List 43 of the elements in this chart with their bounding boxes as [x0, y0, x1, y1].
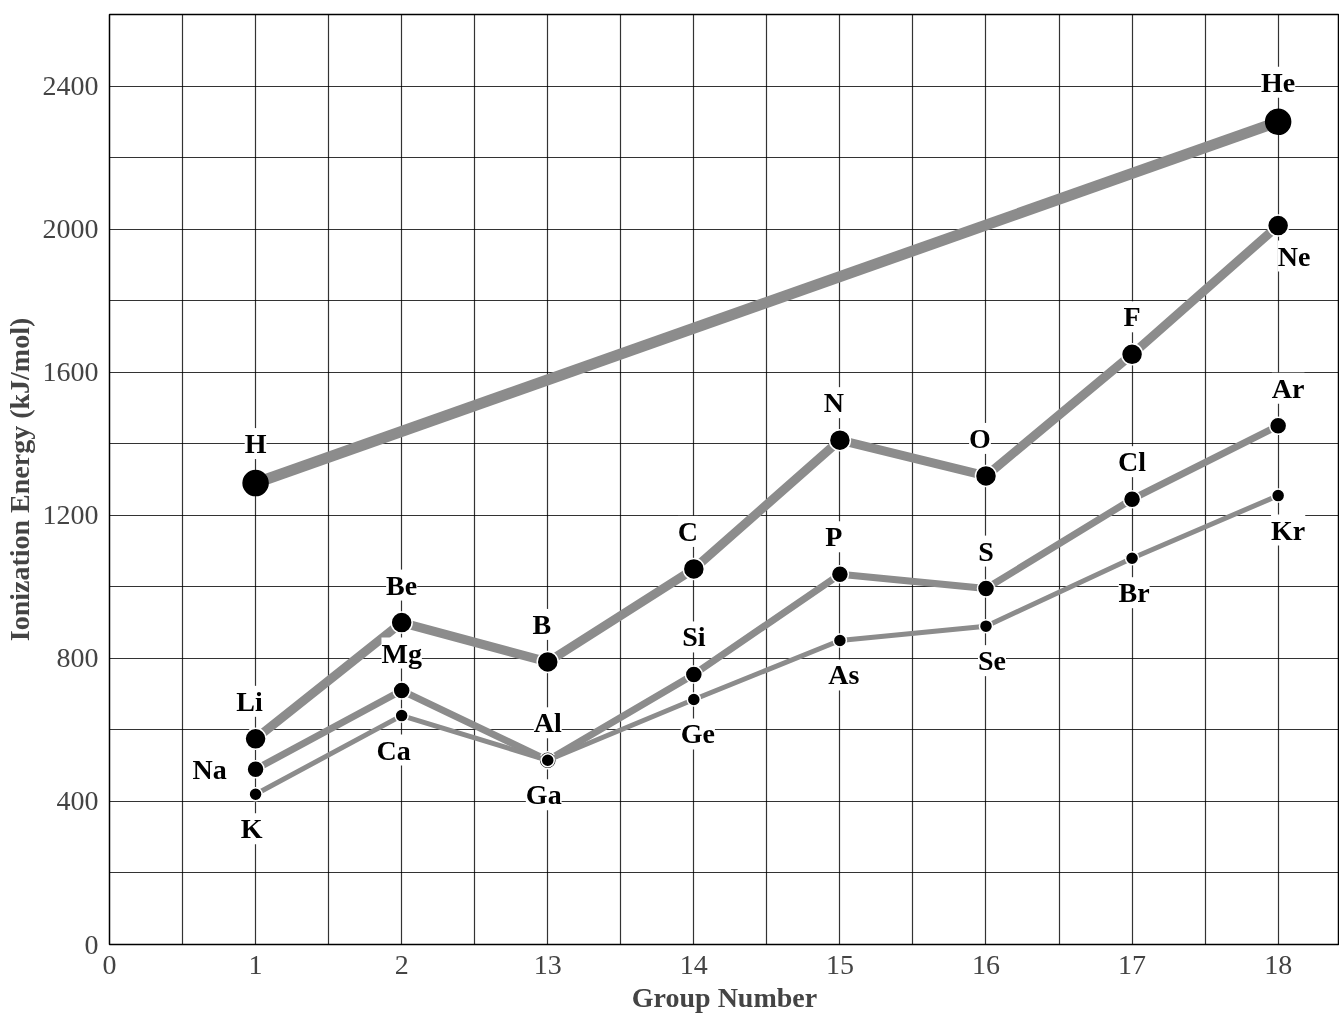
annotation: C: [677, 515, 698, 547]
annotation: Ar: [1271, 372, 1305, 404]
annotation: O: [969, 422, 991, 454]
annotation: P: [825, 521, 843, 553]
x-tick-label: 14: [679, 948, 708, 980]
annotation: Ne: [1277, 240, 1311, 272]
y-tick-label: 400: [56, 785, 99, 817]
annotation: Ge: [680, 718, 715, 750]
annotation: H: [244, 428, 267, 460]
y-axis-title: Ionization Energy (kJ/mol): [3, 317, 35, 642]
x-tick-label: 15: [825, 948, 854, 980]
annotation: Se: [977, 645, 1006, 677]
x-axis-title: Group Number: [631, 981, 818, 1013]
x-tick-label: 17: [1118, 948, 1147, 980]
annotation: Br: [1118, 577, 1150, 609]
x-tick-label: 13: [533, 948, 562, 980]
x-tick-label: 18: [1264, 948, 1293, 980]
annotation: Al: [533, 707, 562, 739]
annotation: Ca: [376, 734, 411, 766]
annotation: Li: [236, 685, 264, 717]
y-tick-label: 1600: [42, 356, 99, 388]
annotation: K: [240, 813, 263, 845]
annotation: N: [823, 387, 845, 419]
annotation: Ga: [525, 779, 562, 811]
y-tick-label: 1200: [42, 499, 99, 531]
annotation: Si: [682, 621, 706, 653]
x-tick-label: 2: [394, 948, 409, 980]
annotation: As: [828, 659, 860, 691]
annotation: Kr: [1271, 514, 1306, 546]
annotation: Mg: [381, 637, 422, 669]
annotation: F: [1123, 301, 1141, 333]
annotation: Be: [386, 569, 418, 601]
y-tick-label: 800: [56, 642, 99, 674]
annotation: S: [978, 535, 994, 567]
x-tick-label: 16: [971, 948, 1000, 980]
y-tick-label: 2400: [42, 70, 99, 102]
annotation: Na: [192, 754, 227, 786]
annotation: B: [532, 608, 552, 640]
annotation: Cl: [1118, 446, 1147, 478]
annotation: He: [1261, 66, 1296, 98]
y-tick-label: 2000: [42, 213, 99, 245]
y-tick-label: 0: [84, 928, 99, 960]
x-tick-label: 1: [248, 948, 263, 980]
